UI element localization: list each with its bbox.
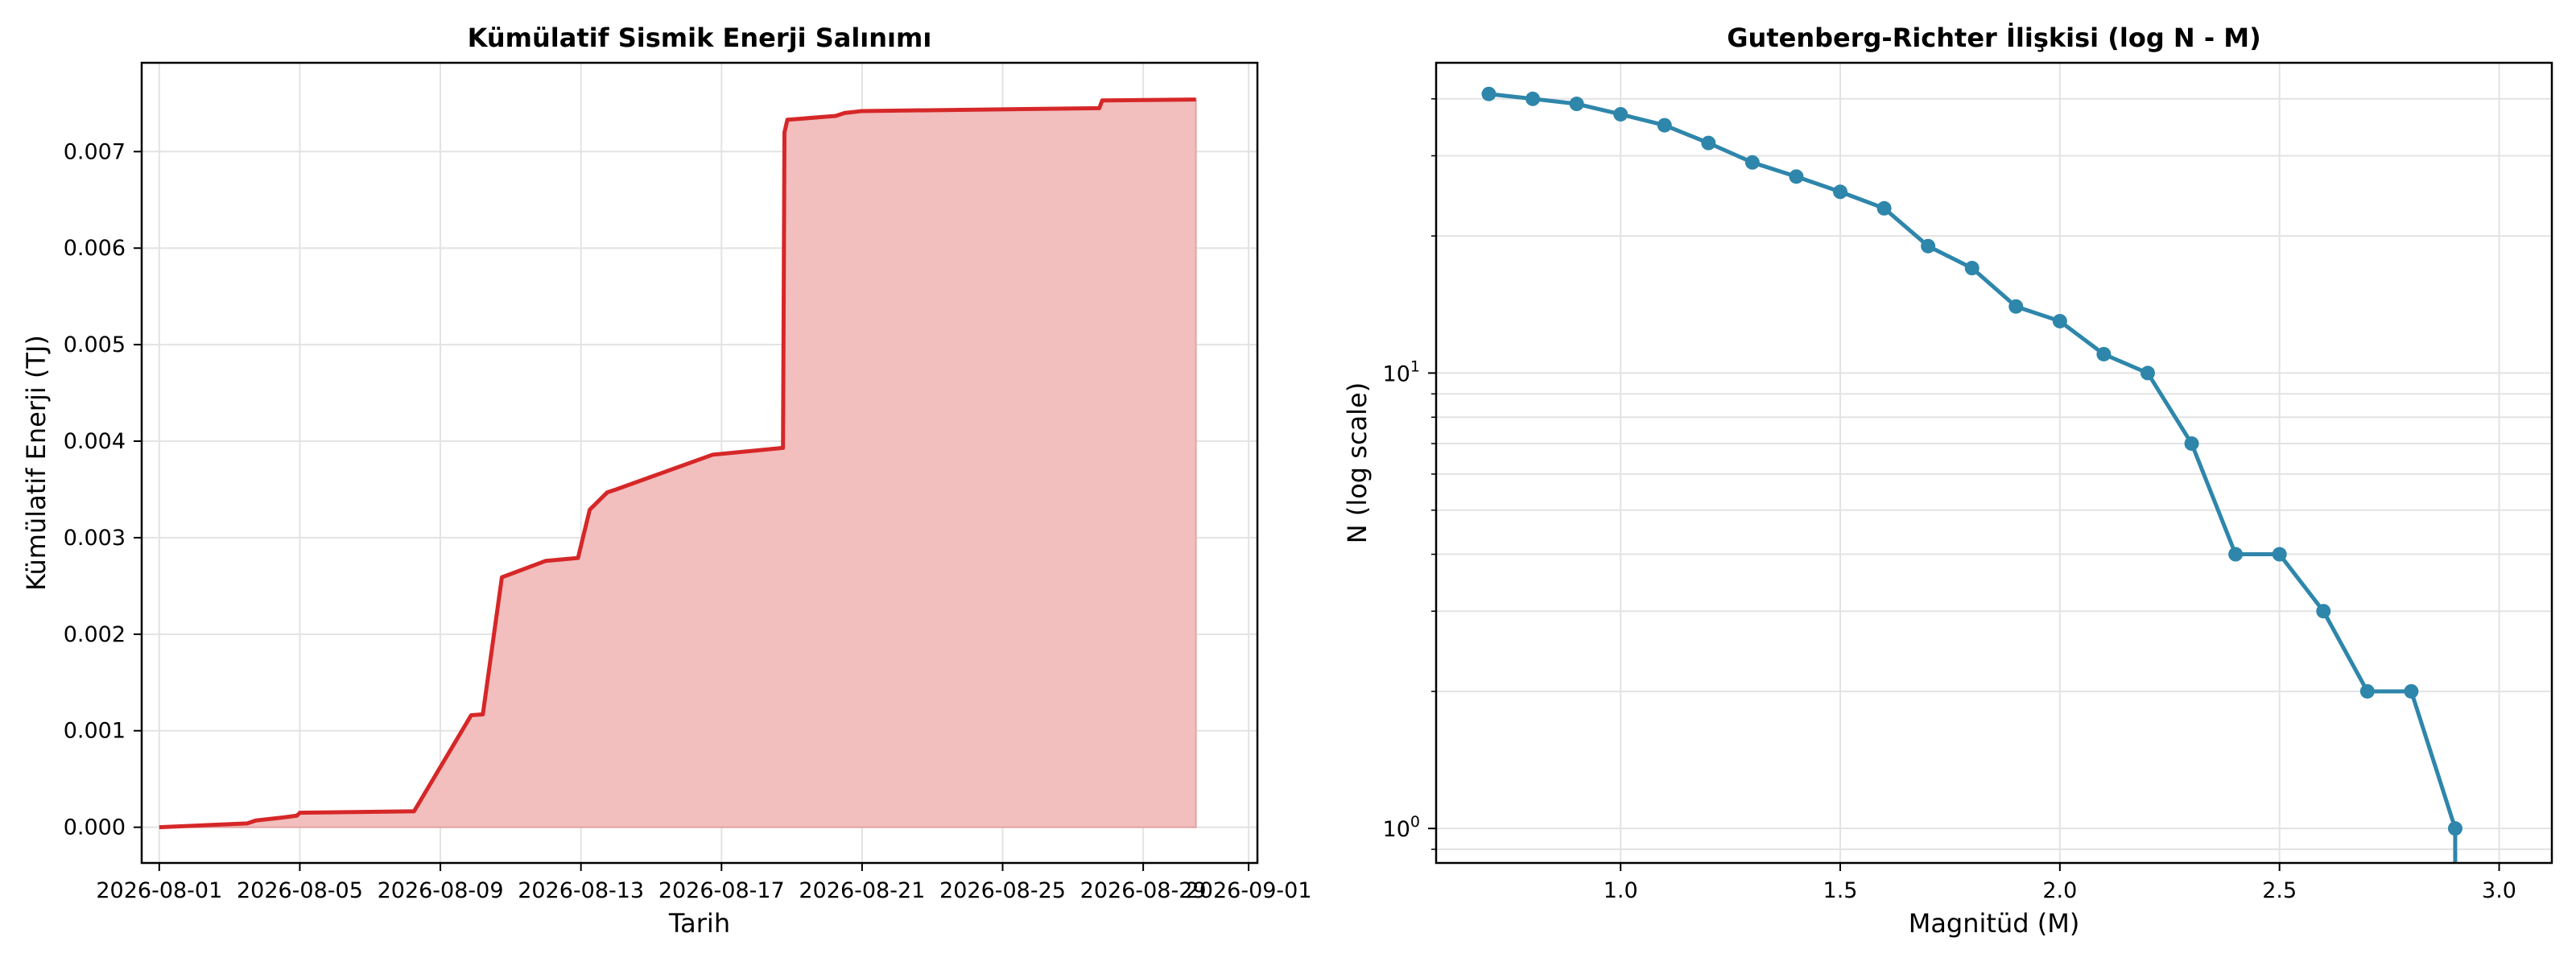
x-tick-label: 2.5 [2262,878,2297,903]
y-tick-label: 101 [1383,357,1420,386]
gr-data-point [2052,313,2067,328]
x-axis-label: Tarih [668,908,730,939]
gr-data-point [1921,238,1936,254]
x-tick-label: 3.0 [2482,878,2516,903]
y-tick-label: 0.002 [64,622,126,647]
x-tick-label: 1.5 [1823,878,1858,903]
gr-data-point [1833,184,1848,200]
x-tick-label: 2026-08-13 [518,878,644,903]
energy-series-line [159,97,1196,830]
y-axis-label: Kümülatif Enerji (TJ) [21,335,52,591]
x-tick-label: 2026-08-25 [939,878,1066,903]
gr-data-point [1657,118,1672,133]
x-tick-label: 2026-08-05 [237,878,363,903]
grid-gutenberg-richter [1436,63,2552,863]
y-tick-label: 0.005 [64,332,126,357]
y-tick-label: 0.003 [64,526,126,551]
gr-data-point [2096,346,2112,361]
x-tick-label: 2026-08-21 [799,878,925,903]
x-tick-label: 2026-08-01 [96,878,222,903]
energy-area [159,98,1197,828]
gr-data-point [2008,299,2024,314]
gr-data-point [1789,169,1804,184]
x-tick-label: 2026-09-01 [1186,878,1312,903]
x-tick-label: 2026-08-09 [378,878,504,903]
y-tick-label: 0.001 [64,719,126,744]
gr-data-point [1525,91,1541,106]
gr-data-point [1613,106,1629,122]
gr-data-point [2140,365,2155,381]
gr-data-point [1701,135,1716,151]
y-tick-base: 10 [1383,361,1410,386]
gr-data-point [2228,547,2244,562]
y-tick-base: 10 [1383,817,1410,842]
gr-data-point [1876,200,1892,216]
plot-frame-gr [1435,61,2553,865]
gr-data-point [2184,436,2199,452]
gr-data-point [2316,604,2331,619]
y-tick-label: 0.006 [64,236,126,261]
gr-data-point [1569,97,1584,112]
plot-frame-energy [140,61,1259,865]
x-tick-label: 2026-08-17 [658,878,785,903]
gr-data-point [2404,683,2419,699]
y-tick-label: 100 [1383,813,1420,842]
y-tick-exponent: 1 [1410,357,1420,375]
y-tick-label: 0.007 [64,139,126,164]
gr-data-point [1964,261,1979,276]
gr-data-point [2359,683,2375,699]
gr-data-point [2447,821,2462,836]
y-axis-label: N (log scale) [1342,382,1373,543]
y-tick-label: 0.004 [64,429,126,454]
chart-title: Gutenberg-Richter İlişkisi (log N - M) [1727,23,2260,53]
chart-title: Kümülatif Sismik Enerji Salınımı [468,23,932,53]
x-tick-label: 1.0 [1604,878,1638,903]
x-tick-label: 2026-08-29 [1080,878,1207,903]
gr-data-point [2272,547,2287,562]
y-tick-label: 0.000 [64,815,126,840]
gr-series-line [1488,92,2458,829]
y-tick-exponent: 0 [1410,813,1420,831]
gr-data-point [1744,155,1760,170]
x-axis-label: Magnitüd (M) [1909,908,2080,939]
x-tick-label: 2.0 [2042,878,2077,903]
gr-data-point [1481,86,1496,101]
chart-energy: 2026-08-01 2026-08-05 2026-08-09 2026-08-13… [21,23,1312,939]
